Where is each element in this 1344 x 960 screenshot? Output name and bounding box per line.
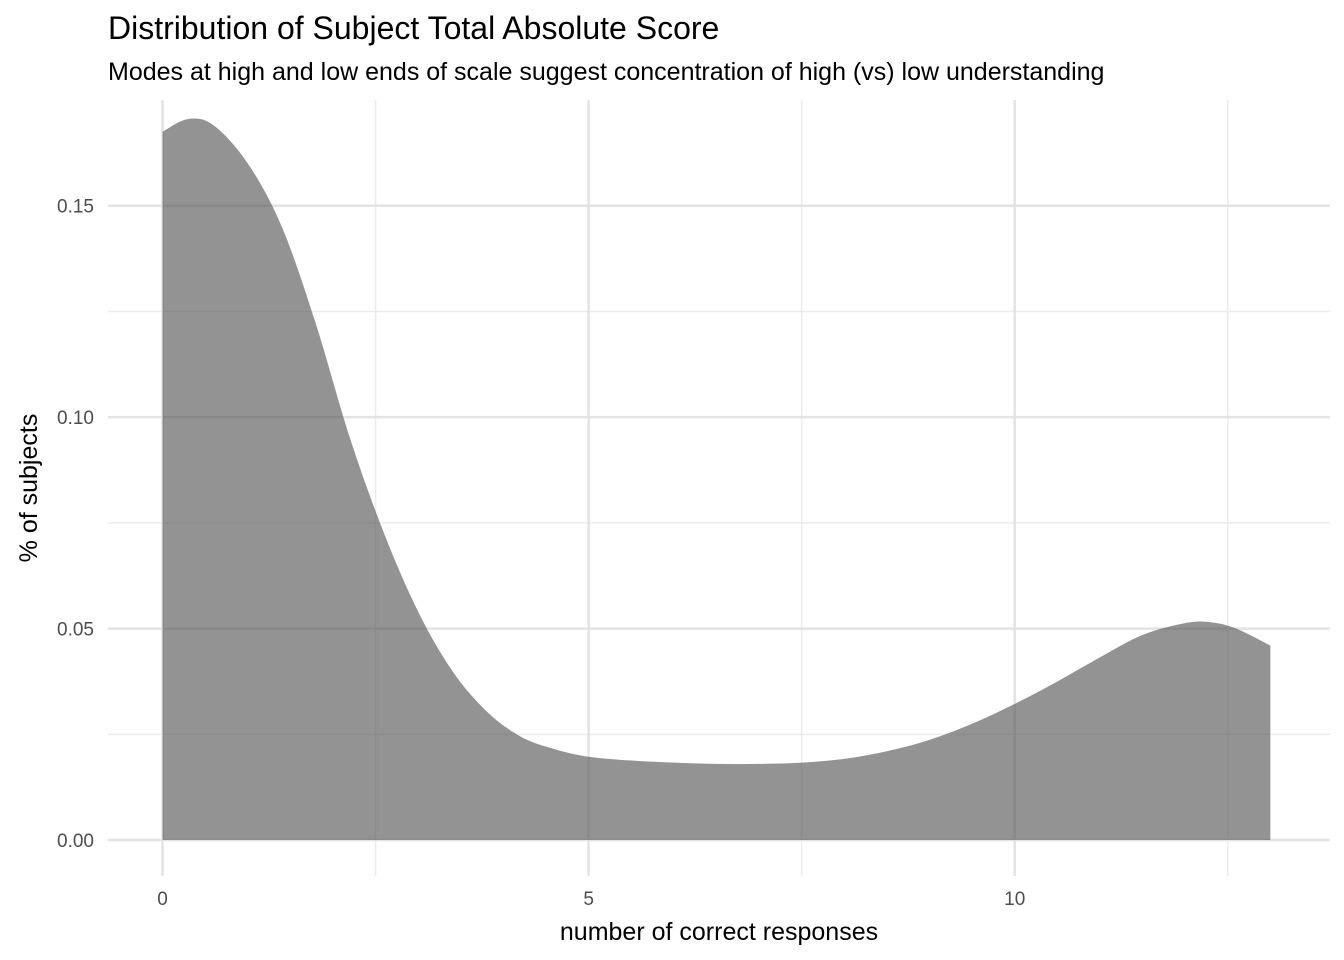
y-tick-label: 0.05	[57, 620, 94, 641]
x-axis-ticks: 0 5 10	[157, 889, 1025, 910]
density-area	[162, 118, 1271, 841]
y-tick-label: 0.00	[57, 831, 94, 852]
x-tick-label: 5	[583, 889, 594, 910]
y-axis-ticks: 0.00 0.05 0.10 0.15	[57, 197, 94, 852]
chart-title: Distribution of Subject Total Absolute S…	[108, 10, 720, 46]
y-axis-title: % of subjects	[15, 414, 43, 563]
y-tick-label: 0.10	[57, 408, 94, 429]
y-tick-label: 0.15	[57, 197, 94, 218]
chart-subtitle: Modes at high and low ends of scale sugg…	[108, 58, 1105, 86]
x-axis-title: number of correct responses	[560, 918, 878, 946]
density-area-layer	[162, 118, 1271, 841]
x-tick-label: 10	[1004, 889, 1025, 910]
x-tick-label: 0	[157, 889, 168, 910]
